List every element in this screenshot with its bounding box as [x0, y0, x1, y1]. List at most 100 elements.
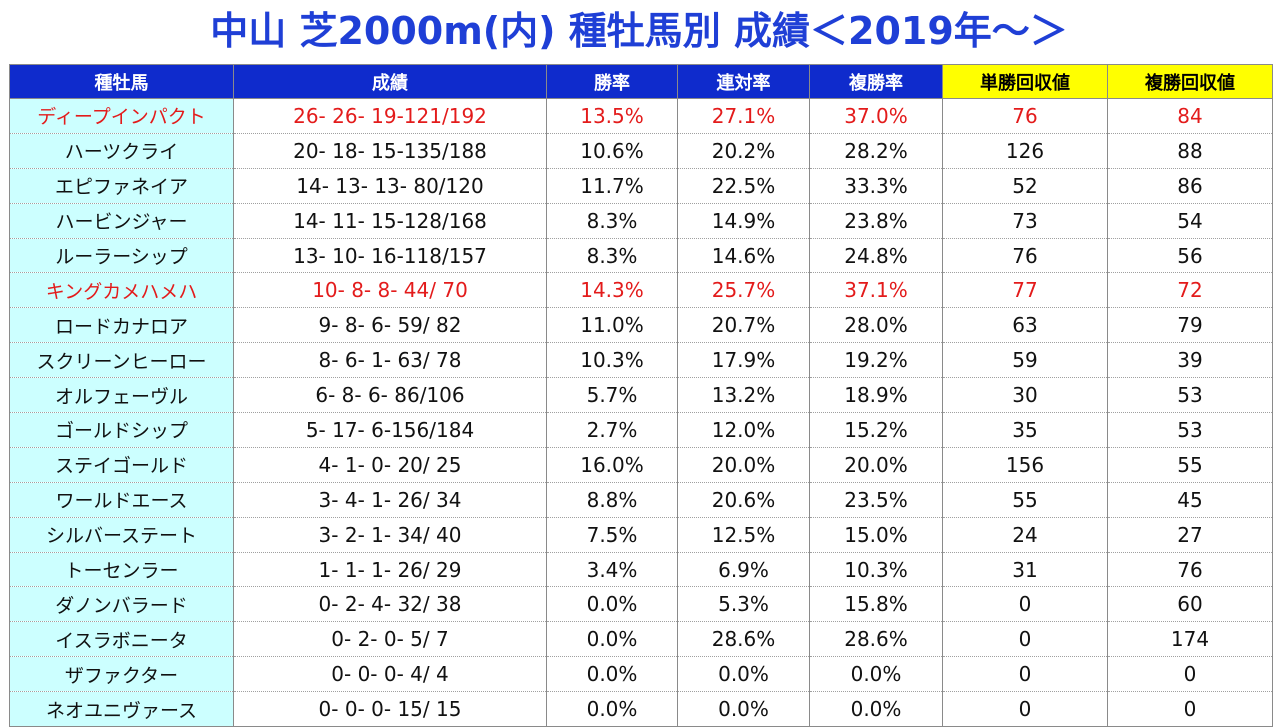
- top2-rate-cell: 12.0%: [677, 412, 810, 448]
- win-return-cell: 52: [942, 168, 1108, 204]
- header-top2-rate: 連対率: [677, 64, 810, 99]
- place-return-cell: 0: [1107, 656, 1273, 693]
- sire-cell: ダノンバラード: [9, 586, 234, 623]
- record-cell: 3- 2- 1- 34/ 40: [233, 517, 547, 553]
- sire-cell: ルーラーシップ: [9, 238, 234, 274]
- top2-rate-cell: 20.2%: [677, 133, 810, 169]
- win-return-cell: 30: [942, 377, 1108, 414]
- sire-cell: トーセンラー: [9, 552, 234, 588]
- win-rate-cell: 10.6%: [546, 133, 678, 169]
- record-cell: 26- 26- 19-121/192: [233, 98, 547, 134]
- win-rate-cell: 3.4%: [546, 552, 678, 588]
- sire-cell: ステイゴールド: [9, 447, 234, 483]
- record-cell: 8- 6- 1- 63/ 78: [233, 342, 547, 379]
- top3-rate-cell: 23.8%: [809, 203, 943, 239]
- record-cell: 4- 1- 0- 20/ 25: [233, 447, 547, 483]
- table-header-row: 種牡馬 成績 勝率 連対率 複勝率 単勝回収値 複勝回収値: [9, 64, 1273, 99]
- table-row: ハーツクライ 20- 18- 15-135/188 10.6% 20.2% 28.2% 1…: [9, 133, 1273, 169]
- table-row: ネオユニヴァース 0- 0- 0- 15/ 15 0.0% 0.0% 0.0% 0 0: [9, 691, 1273, 727]
- top3-rate-cell: 37.0%: [809, 98, 943, 134]
- record-cell: 0- 0- 0- 15/ 15: [233, 691, 547, 727]
- win-return-cell: 76: [942, 238, 1108, 274]
- win-return-cell: 35: [942, 412, 1108, 448]
- place-return-cell: 27: [1107, 517, 1273, 553]
- record-cell: 3- 4- 1- 26/ 34: [233, 482, 547, 518]
- top3-rate-cell: 0.0%: [809, 691, 943, 727]
- win-return-cell: 77: [942, 272, 1108, 309]
- place-return-cell: 0: [1107, 691, 1273, 727]
- win-rate-cell: 13.5%: [546, 98, 678, 134]
- header-record: 成績: [233, 64, 547, 99]
- top3-rate-cell: 10.3%: [809, 552, 943, 588]
- place-return-cell: 53: [1107, 412, 1273, 448]
- place-return-cell: 174: [1107, 621, 1273, 658]
- place-return-cell: 60: [1107, 586, 1273, 623]
- top3-rate-cell: 20.0%: [809, 447, 943, 483]
- place-return-cell: 72: [1107, 272, 1273, 309]
- win-rate-cell: 11.0%: [546, 307, 678, 344]
- top2-rate-cell: 25.7%: [677, 272, 810, 309]
- win-return-cell: 73: [942, 203, 1108, 239]
- win-rate-cell: 14.3%: [546, 272, 678, 309]
- record-cell: 0- 0- 0- 4/ 4: [233, 656, 547, 693]
- win-rate-cell: 0.0%: [546, 656, 678, 693]
- top3-rate-cell: 19.2%: [809, 342, 943, 379]
- table-row: スクリーンヒーロー 8- 6- 1- 63/ 78 10.3% 17.9% 19.2% 5…: [9, 342, 1273, 379]
- sire-cell: ワールドエース: [9, 482, 234, 518]
- sire-cell: イスラボニータ: [9, 621, 234, 658]
- top3-rate-cell: 0.0%: [809, 656, 943, 693]
- top3-rate-cell: 24.8%: [809, 238, 943, 274]
- top3-rate-cell: 15.0%: [809, 517, 943, 553]
- sire-cell: スクリーンヒーロー: [9, 342, 234, 379]
- place-return-cell: 39: [1107, 342, 1273, 379]
- top3-rate-cell: 18.9%: [809, 377, 943, 414]
- table-row: ワールドエース 3- 4- 1- 26/ 34 8.8% 20.6% 23.5% 55 45: [9, 482, 1273, 518]
- win-rate-cell: 0.0%: [546, 586, 678, 623]
- place-return-cell: 88: [1107, 133, 1273, 169]
- top3-rate-cell: 23.5%: [809, 482, 943, 518]
- top2-rate-cell: 0.0%: [677, 656, 810, 693]
- sire-stats-table: 種牡馬 成績 勝率 連対率 複勝率 単勝回収値 複勝回収値 ディープインパクト 2…: [9, 64, 1273, 727]
- sire-cell: ハーツクライ: [9, 133, 234, 169]
- top3-rate-cell: 37.1%: [809, 272, 943, 309]
- record-cell: 10- 8- 8- 44/ 70: [233, 272, 547, 309]
- table-row: ザファクター 0- 0- 0- 4/ 4 0.0% 0.0% 0.0% 0 0: [9, 656, 1273, 693]
- header-sire: 種牡馬: [9, 64, 234, 99]
- top3-rate-cell: 28.0%: [809, 307, 943, 344]
- top3-rate-cell: 33.3%: [809, 168, 943, 204]
- win-return-cell: 55: [942, 482, 1108, 518]
- header-top3-rate: 複勝率: [809, 64, 943, 99]
- win-rate-cell: 7.5%: [546, 517, 678, 553]
- sire-cell: ロードカナロア: [9, 307, 234, 344]
- top2-rate-cell: 14.6%: [677, 238, 810, 274]
- win-return-cell: 59: [942, 342, 1108, 379]
- table-row: ハービンジャー 14- 11- 15-128/168 8.3% 14.9% 23.8% 7…: [9, 203, 1273, 239]
- record-cell: 1- 1- 1- 26/ 29: [233, 552, 547, 588]
- sire-cell: シルバーステート: [9, 517, 234, 553]
- top3-rate-cell: 28.2%: [809, 133, 943, 169]
- win-rate-cell: 0.0%: [546, 691, 678, 727]
- win-rate-cell: 10.3%: [546, 342, 678, 379]
- table-row: ディープインパクト 26- 26- 19-121/192 13.5% 27.1% 37.…: [9, 98, 1273, 134]
- win-rate-cell: 8.3%: [546, 203, 678, 239]
- record-cell: 9- 8- 6- 59/ 82: [233, 307, 547, 344]
- record-cell: 13- 10- 16-118/157: [233, 238, 547, 274]
- table-row: キングカメハメハ 10- 8- 8- 44/ 70 14.3% 25.7% 37.1% 7…: [9, 272, 1273, 309]
- place-return-cell: 84: [1107, 98, 1273, 134]
- win-return-cell: 31: [942, 552, 1108, 588]
- place-return-cell: 45: [1107, 482, 1273, 518]
- record-cell: 14- 11- 15-128/168: [233, 203, 547, 239]
- sire-cell: キングカメハメハ: [9, 272, 234, 309]
- top2-rate-cell: 20.7%: [677, 307, 810, 344]
- win-rate-cell: 5.7%: [546, 377, 678, 414]
- table-row: トーセンラー 1- 1- 1- 26/ 29 3.4% 6.9% 10.3% 31 76: [9, 552, 1273, 588]
- header-win-return: 単勝回収値: [942, 64, 1108, 99]
- record-cell: 0- 2- 4- 32/ 38: [233, 586, 547, 623]
- sire-cell: ディープインパクト: [9, 98, 234, 134]
- record-cell: 14- 13- 13- 80/120: [233, 168, 547, 204]
- record-cell: 0- 2- 0- 5/ 7: [233, 621, 547, 658]
- header-win-rate: 勝率: [546, 64, 678, 99]
- win-return-cell: 0: [942, 656, 1108, 693]
- top2-rate-cell: 13.2%: [677, 377, 810, 414]
- top2-rate-cell: 14.9%: [677, 203, 810, 239]
